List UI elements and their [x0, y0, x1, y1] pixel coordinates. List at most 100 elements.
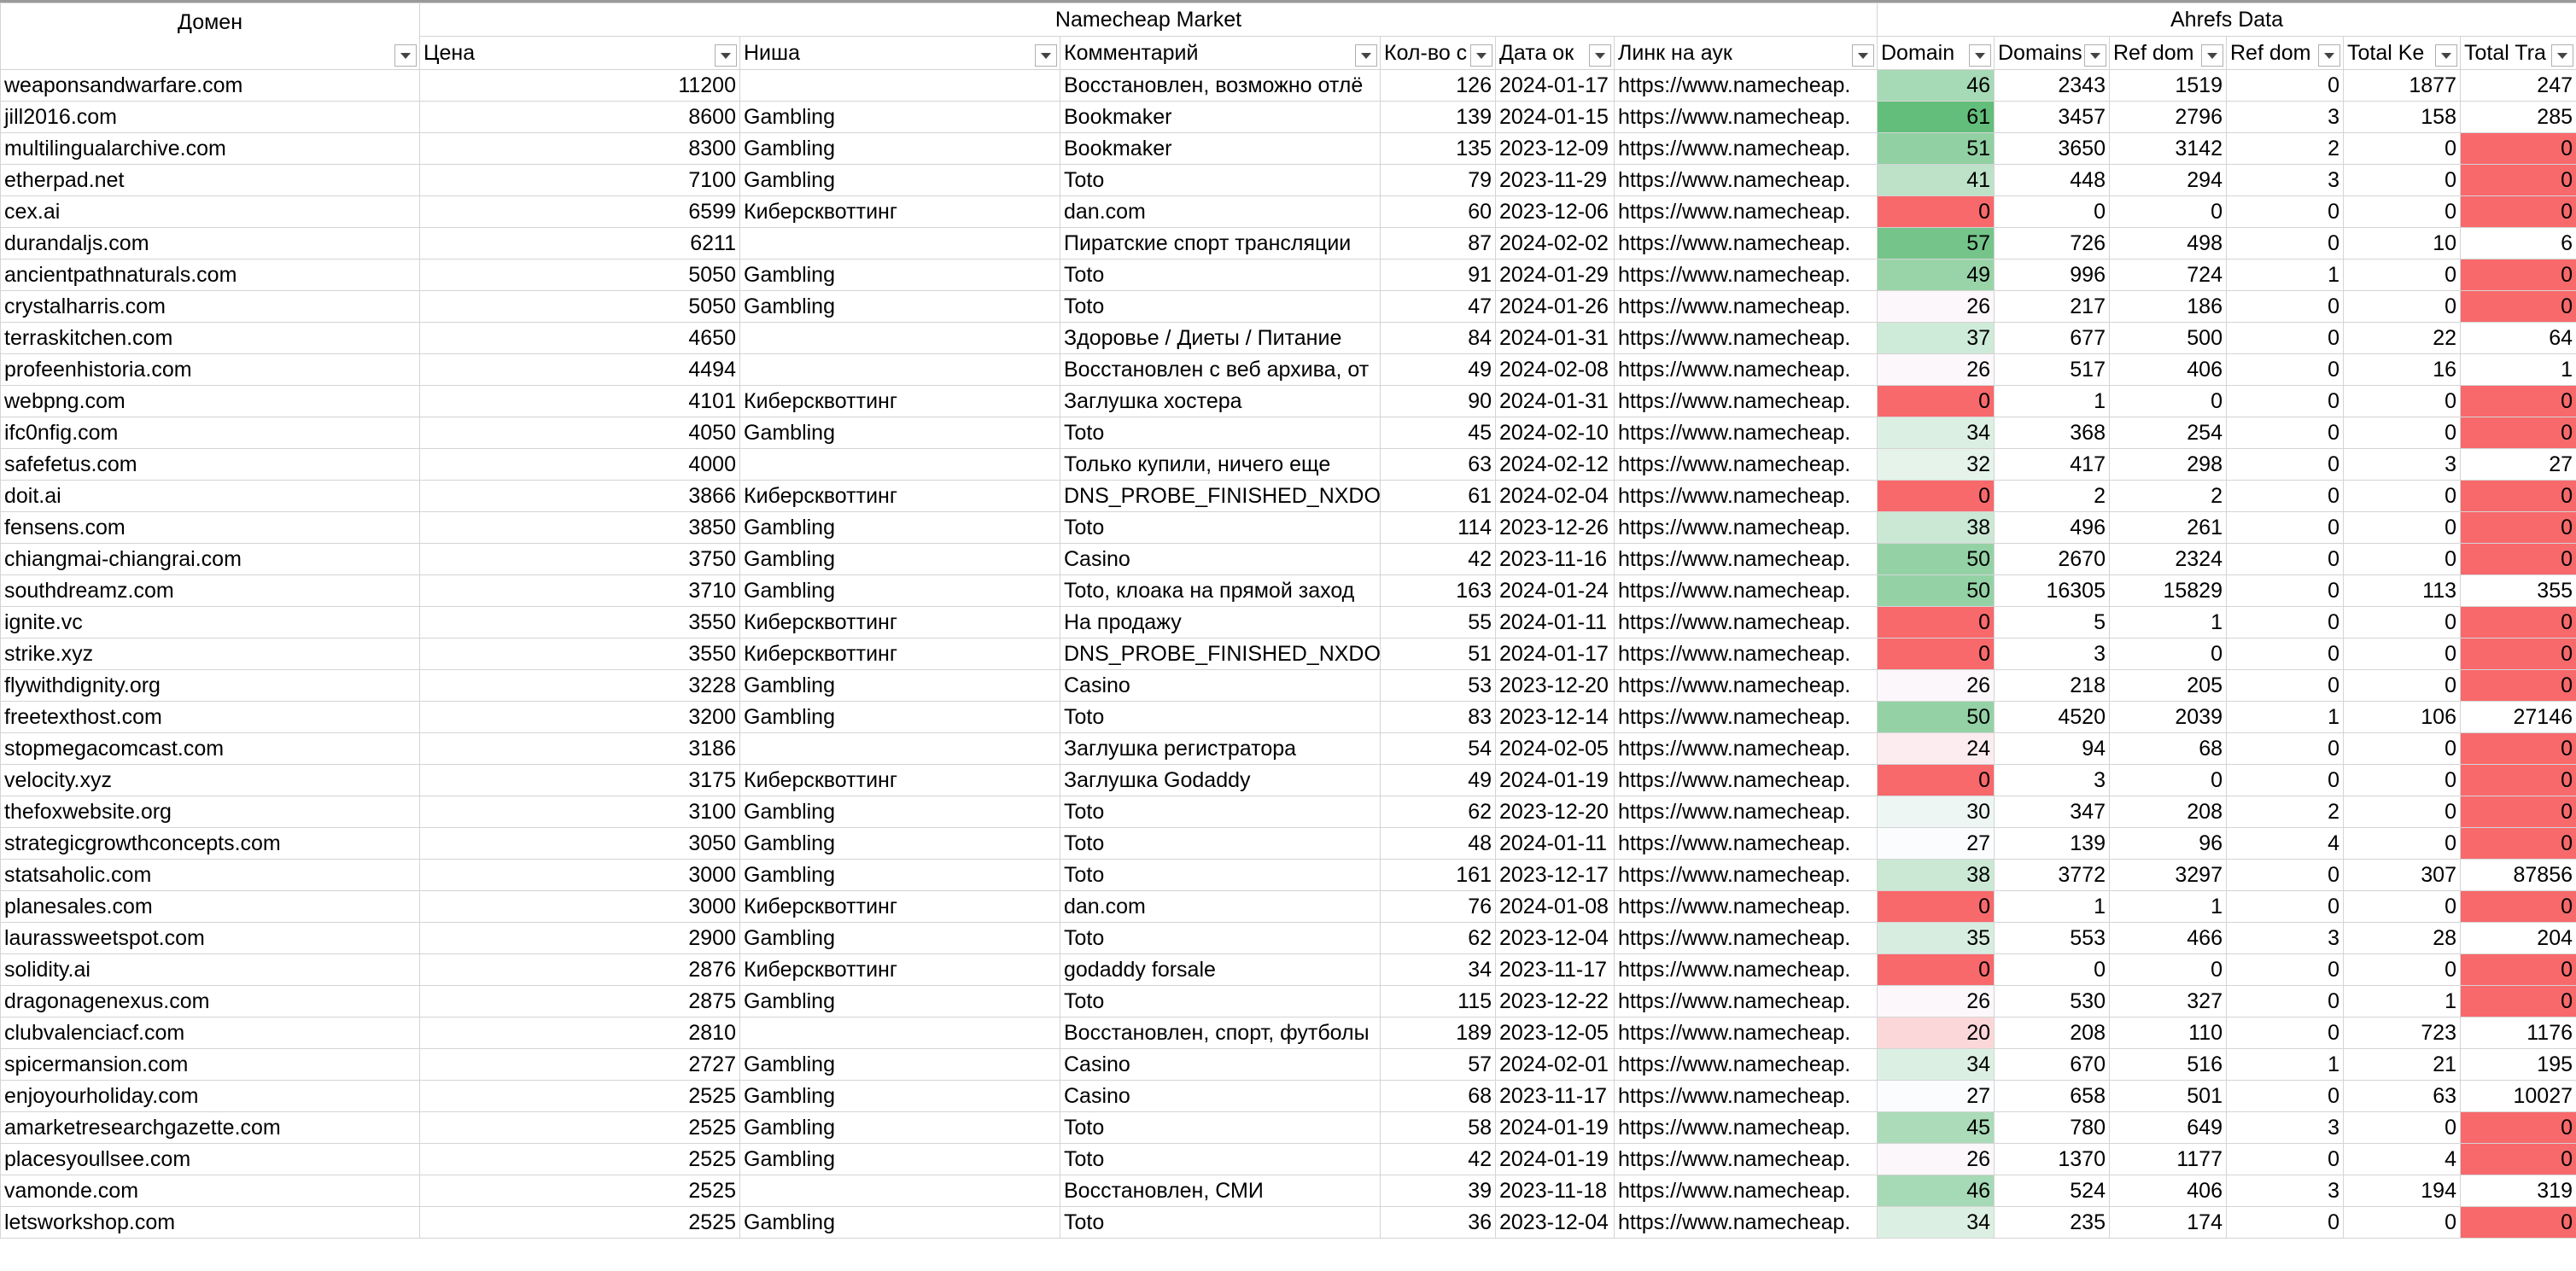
domain-cell: terraskitchen.com	[0, 322, 420, 354]
cell: Пиратские спорт трансляции	[1060, 227, 1381, 259]
filter-button[interactable]	[394, 44, 417, 67]
cell: 2023-12-04	[1495, 1206, 1615, 1239]
cell: 2727	[419, 1048, 740, 1081]
cell: 2525	[419, 1111, 740, 1144]
cell: 3	[1994, 638, 2110, 670]
cell: 3750	[419, 543, 740, 575]
cell: 2023-12-05	[1495, 1017, 1615, 1049]
cell: https://www.namecheap.	[1614, 764, 1878, 796]
cell: Gambling	[739, 417, 1060, 449]
filter-button[interactable]	[1355, 44, 1377, 67]
cell: 724	[2109, 259, 2227, 291]
cell: 0	[2343, 827, 2461, 860]
cell: DNS_PROBE_FINISHED_NXDOM	[1060, 638, 1381, 670]
filter-button[interactable]	[2318, 44, 2340, 67]
cell: 2	[2226, 132, 2344, 165]
cell: 319	[2459, 1175, 2576, 1207]
filter-button[interactable]	[715, 44, 737, 67]
cell: Toto	[1060, 1143, 1381, 1175]
cell: 2023-12-04	[1495, 922, 1615, 954]
filter-button[interactable]	[2201, 44, 2223, 67]
cell: 4050	[419, 417, 740, 449]
cell: 0	[2459, 511, 2576, 544]
table-row: doit.ai 3866 Киберсквоттинг DNS_PROBE_FINIS…	[0, 480, 2576, 512]
domain-cell: multilingualarchive.com	[0, 132, 420, 165]
cell: 90	[1380, 385, 1496, 417]
cell: 2525	[419, 1080, 740, 1112]
cell: 2024-01-19	[1495, 1111, 1615, 1144]
table-row: ancientpathnaturals.com 5050 Gambling Toto 9…	[0, 259, 2576, 291]
column-header: Ref dom	[2226, 36, 2344, 70]
cell: 4101	[419, 385, 740, 417]
cell: 0	[2226, 385, 2344, 417]
cell: 4494	[419, 353, 740, 386]
table-row: velocity.xyz 3175 Киберсквоттинг Заглушка G…	[0, 764, 2576, 796]
cell: 54	[1380, 732, 1496, 765]
column-header: Total Ke	[2343, 36, 2461, 70]
cell: 0	[2226, 574, 2344, 607]
cell: https://www.namecheap.	[1614, 1017, 1878, 1049]
cell: Gambling	[739, 669, 1060, 702]
cell: 2	[2226, 796, 2344, 828]
cell: Заглушка Godaddy	[1060, 764, 1381, 796]
cell: 3142	[2109, 132, 2227, 165]
filter-button[interactable]	[1589, 44, 1611, 67]
filter-button[interactable]	[1470, 44, 1492, 67]
cell: 24	[1877, 732, 1995, 765]
cell: 50	[1877, 543, 1995, 575]
cell: 26	[1877, 353, 1995, 386]
filter-button[interactable]	[2084, 44, 2106, 67]
cell: 4	[2226, 827, 2344, 860]
cell: 2024-01-11	[1495, 827, 1615, 860]
cell: 0	[2226, 1143, 2344, 1175]
cell: 110	[2109, 1017, 2227, 1049]
filter-button[interactable]	[2551, 44, 2574, 67]
cell: 49	[1380, 764, 1496, 796]
cell: Gambling	[739, 859, 1060, 891]
cell: 3772	[1994, 859, 2110, 891]
cell: https://www.namecheap.	[1614, 101, 1878, 133]
table-row: etherpad.net 7100 Gambling Toto 79 2023-11-29…	[0, 164, 2576, 196]
cell: 0	[1877, 195, 1995, 228]
cell: 0	[2343, 669, 2461, 702]
cell: 3850	[419, 511, 740, 544]
domain-cell: strategicgrowthconcepts.com	[0, 827, 420, 860]
cell: 57	[1380, 1048, 1496, 1081]
cell: 1	[2226, 1048, 2344, 1081]
filter-button[interactable]	[1969, 44, 1991, 67]
cell: 0	[2459, 480, 2576, 512]
cell: 32	[1877, 448, 1995, 481]
cell: 42	[1380, 543, 1496, 575]
domain-cell: ifc0nfig.com	[0, 417, 420, 449]
cell: https://www.namecheap.	[1614, 259, 1878, 291]
cell: 26	[1877, 1143, 1995, 1175]
cell: 49	[1877, 259, 1995, 291]
cell: Восстановлен, спорт, футболы	[1060, 1017, 1381, 1049]
cell: https://www.namecheap.	[1614, 1111, 1878, 1144]
cell: 35	[1877, 922, 1995, 954]
cell: 3175	[419, 764, 740, 796]
cell: 0	[2226, 985, 2344, 1017]
cell: 0	[2459, 796, 2576, 828]
cell: 1	[2226, 259, 2344, 291]
domain-cell: statsaholic.com	[0, 859, 420, 891]
cell: 5050	[419, 290, 740, 323]
cell: 0	[2226, 543, 2344, 575]
cell: Gambling	[739, 1048, 1060, 1081]
filter-button[interactable]	[1035, 44, 1057, 67]
cell: 3	[2226, 922, 2344, 954]
cell: 4650	[419, 322, 740, 354]
cell: https://www.namecheap.	[1614, 859, 1878, 891]
cell	[739, 1017, 1060, 1049]
cell: 0	[2459, 732, 2576, 765]
header-label: Ref dom	[2113, 40, 2194, 65]
header-label: Дата ок	[1499, 40, 1574, 65]
filter-button[interactable]	[2435, 44, 2457, 67]
cell: 0	[2109, 385, 2227, 417]
filter-button[interactable]	[1852, 44, 1874, 67]
cell: 3650	[1994, 132, 2110, 165]
cell: 194	[2343, 1175, 2461, 1207]
cell: 0	[2459, 385, 2576, 417]
cell: 83	[1380, 701, 1496, 733]
cell: 106	[2343, 701, 2461, 733]
